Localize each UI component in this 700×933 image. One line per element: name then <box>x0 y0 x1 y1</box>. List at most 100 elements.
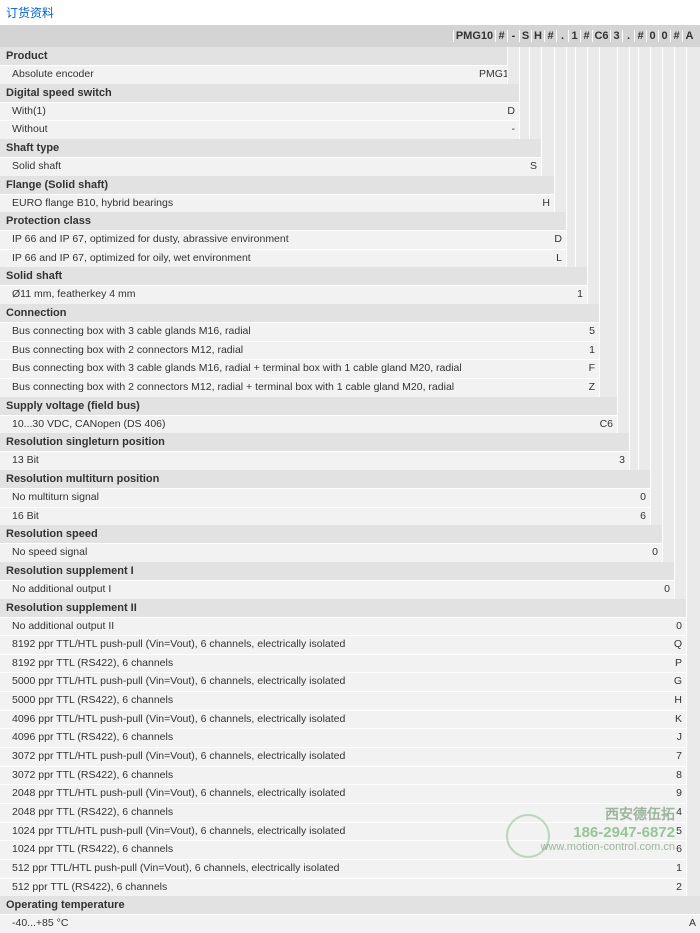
code-column <box>650 84 662 139</box>
code-column <box>629 433 638 470</box>
code-header-cell: . <box>556 30 568 42</box>
code-column <box>650 470 662 525</box>
code-column <box>686 84 700 139</box>
trailing-code-columns <box>599 304 700 397</box>
option-label: 5000 ppr TTL/HTL push-pull (Vin=Vout), 6… <box>0 672 656 691</box>
section-header: Shaft type <box>0 139 541 157</box>
code-column <box>566 212 575 267</box>
code-column <box>674 397 686 434</box>
option-row: 4096 ppr TTL (RS422), 6 channelsJ <box>0 728 686 747</box>
code-column <box>554 47 566 84</box>
code-column <box>662 525 674 562</box>
code-column <box>650 176 662 213</box>
option-label: Solid shaft <box>0 157 511 176</box>
code-header-cell: - <box>507 30 519 42</box>
section-body: Protection classIP 66 and IP 67, optimiz… <box>0 212 566 267</box>
option-label: 2048 ppr TTL (RS422), 6 channels <box>0 803 656 822</box>
section-body: Operating temperature-40...+85 °CA <box>0 896 700 933</box>
section: Resolution speedNo speed signal0 <box>0 525 700 562</box>
section: ConnectionBus connecting box with 3 cabl… <box>0 304 700 397</box>
option-code: D <box>489 102 519 121</box>
option-label: No multiturn signal <box>0 488 620 507</box>
option-label: 8192 ppr TTL/HTL push-pull (Vin=Vout), 6… <box>0 635 656 654</box>
option-row: 13 Bit3 <box>0 451 629 470</box>
option-label: Bus connecting box with 2 connectors M12… <box>0 341 569 360</box>
option-row: 3072 ppr TTL (RS422), 6 channels8 <box>0 766 686 785</box>
option-label: 512 ppr TTL (RS422), 6 channels <box>0 878 656 897</box>
code-column <box>587 47 599 84</box>
section: Digital speed switchWith(1)DWithout- <box>0 84 700 139</box>
option-label: 10...30 VDC, CANopen (DS 406) <box>0 415 587 434</box>
code-column <box>662 84 674 139</box>
code-column <box>686 267 700 304</box>
option-code: 2 <box>656 878 686 897</box>
code-column <box>638 304 650 397</box>
trailing-code-columns <box>686 599 700 897</box>
code-column <box>686 397 700 434</box>
option-label: 8192 ppr TTL (RS422), 6 channels <box>0 654 656 673</box>
code-column <box>650 212 662 267</box>
option-code: 5 <box>656 822 686 841</box>
code-column <box>650 304 662 397</box>
code-column <box>686 599 700 897</box>
option-row: Bus connecting box with 3 cable glands M… <box>0 322 599 341</box>
trailing-code-columns <box>519 84 700 139</box>
code-column <box>650 433 662 470</box>
trailing-code-columns <box>650 470 700 525</box>
option-label: Bus connecting box with 2 connectors M12… <box>0 378 569 397</box>
option-code: 0 <box>644 580 674 599</box>
option-code: 3 <box>599 451 629 470</box>
option-label: Ø11 mm, featherkey 4 mm <box>0 285 557 304</box>
section-header: Resolution supplement I <box>0 562 674 580</box>
code-column <box>686 470 700 525</box>
code-column <box>662 212 674 267</box>
option-code: F <box>569 359 599 378</box>
code-header-cell: . <box>622 30 634 42</box>
code-column <box>629 304 638 397</box>
section-body: ConnectionBus connecting box with 3 cabl… <box>0 304 599 397</box>
code-header-cell: 3 <box>610 30 622 42</box>
code-column <box>529 84 541 139</box>
option-row: Bus connecting box with 2 connectors M12… <box>0 378 599 397</box>
code-column <box>638 397 650 434</box>
option-label: Bus connecting box with 3 cable glands M… <box>0 322 569 341</box>
code-column <box>638 139 650 176</box>
section-body: Digital speed switchWith(1)DWithout- <box>0 84 519 139</box>
code-column <box>599 212 617 267</box>
option-label: Without <box>0 120 489 139</box>
code-column <box>674 139 686 176</box>
code-column <box>575 176 587 213</box>
code-column <box>662 267 674 304</box>
code-column <box>674 470 686 525</box>
code-column <box>519 47 529 84</box>
code-column <box>617 212 629 267</box>
code-column <box>617 397 629 434</box>
option-code: 5 <box>569 322 599 341</box>
option-row: 512 ppr TTL/HTL push-pull (Vin=Vout), 6 … <box>0 859 686 878</box>
code-column <box>686 433 700 470</box>
ordering-info-container: 订货资料 PMG10#-SH#.1#C63.#00#A ProductAbsol… <box>0 0 700 933</box>
section-header: Solid shaft <box>0 267 587 285</box>
trailing-code-columns <box>507 47 700 84</box>
code-header-cell: A <box>682 30 696 42</box>
code-header-cell: # <box>495 30 507 42</box>
code-column <box>674 47 686 84</box>
section-body: Solid shaftØ11 mm, featherkey 4 mm1 <box>0 267 587 304</box>
option-row: With(1)D <box>0 102 519 121</box>
code-header-cell: 1 <box>568 30 580 42</box>
option-code: 6 <box>656 840 686 859</box>
section: Solid shaftØ11 mm, featherkey 4 mm1 <box>0 267 700 304</box>
option-code: H <box>656 691 686 710</box>
code-column <box>650 139 662 176</box>
option-row: 16 Bit6 <box>0 507 650 526</box>
option-row: Ø11 mm, featherkey 4 mm1 <box>0 285 587 304</box>
option-code: 9 <box>656 784 686 803</box>
code-column <box>674 267 686 304</box>
option-code: 4 <box>656 803 686 822</box>
option-code: - <box>489 120 519 139</box>
trailing-code-columns <box>587 267 700 304</box>
code-column <box>674 562 686 599</box>
code-column <box>541 47 554 84</box>
option-code: 1 <box>557 285 587 304</box>
option-row: 1024 ppr TTL/HTL push-pull (Vin=Vout), 6… <box>0 822 686 841</box>
